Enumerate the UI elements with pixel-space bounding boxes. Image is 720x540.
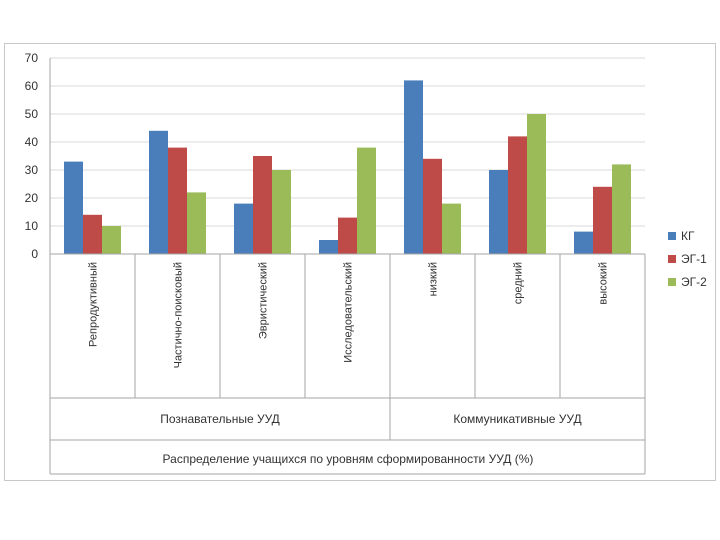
legend-swatch xyxy=(668,255,676,263)
x-category-label: низкий xyxy=(428,262,440,296)
bar-КГ-Частично-поисковый xyxy=(149,130,168,254)
x-category-label: Эвристический xyxy=(258,262,270,339)
bar-КГ-высокий xyxy=(574,231,593,254)
bar-ЭГ-1-Исследовательский xyxy=(338,217,357,254)
bars xyxy=(64,80,631,255)
y-tick-label: 0 xyxy=(31,247,38,261)
bar-ЭГ-2-Частично-поисковый xyxy=(187,192,206,254)
x-group-label: Коммуникативные УУД xyxy=(453,412,581,426)
bar-ЭГ-1-Репродуктивный xyxy=(83,214,102,254)
bar-КГ-Репродуктивный xyxy=(64,161,83,254)
y-tick-label: 30 xyxy=(25,163,39,177)
y-tick-label: 10 xyxy=(25,219,39,233)
chart-frame xyxy=(4,43,716,481)
x-category-label: Исследовательский xyxy=(343,262,355,363)
x-group-labels: Познавательные УУД Коммуникативные УУД xyxy=(160,412,581,426)
chart-title: Распределение учащихся по уровням сформи… xyxy=(163,452,534,466)
x-category-label: Частично-поисковый xyxy=(173,262,185,368)
bar-ЭГ-2-средний xyxy=(527,114,546,254)
x-category-labels: Репродуктивный Частично-поисковый Эвристич… xyxy=(88,262,610,368)
legend-label: ЭГ-1 xyxy=(681,252,707,266)
y-axis-ticks: 0 10 20 30 40 50 60 70 xyxy=(25,51,39,261)
x-category-label: средний xyxy=(513,262,525,304)
bar-ЭГ-1-высокий xyxy=(593,186,612,254)
bar-ЭГ-2-низкий xyxy=(442,203,461,254)
bar-КГ-Эвристический xyxy=(234,203,253,254)
x-category-label: высокий xyxy=(598,262,610,305)
legend: КГ ЭГ-1 ЭГ-2 xyxy=(668,229,707,289)
bar-КГ-низкий xyxy=(404,80,423,255)
x-group-label: Познавательные УУД xyxy=(160,412,280,426)
bar-ЭГ-1-низкий xyxy=(423,158,442,254)
bar-ЭГ-2-Репродуктивный xyxy=(102,226,121,254)
bar-ЭГ-2-Эвристический xyxy=(272,170,291,254)
legend-label: КГ xyxy=(681,229,695,243)
bar-ЭГ-2-высокий xyxy=(612,164,631,254)
bar-ЭГ-1-Эвристический xyxy=(253,156,272,254)
y-tick-label: 70 xyxy=(25,51,39,65)
axes xyxy=(49,58,646,475)
x-category-label: Репродуктивный xyxy=(88,262,100,347)
bar-ЭГ-2-Исследовательский xyxy=(357,147,376,254)
legend-label: ЭГ-2 xyxy=(681,275,707,289)
legend-swatch xyxy=(668,232,676,240)
bar-КГ-Исследовательский xyxy=(319,240,338,254)
y-tick-label: 40 xyxy=(25,135,39,149)
y-tick-label: 60 xyxy=(25,79,39,93)
bar-ЭГ-1-Частично-поисковый xyxy=(168,147,187,254)
legend-swatch xyxy=(668,278,676,286)
y-tick-label: 20 xyxy=(25,191,39,205)
y-tick-label: 50 xyxy=(25,107,39,121)
bar-ЭГ-1-средний xyxy=(508,136,527,254)
bar-КГ-средний xyxy=(489,170,508,254)
